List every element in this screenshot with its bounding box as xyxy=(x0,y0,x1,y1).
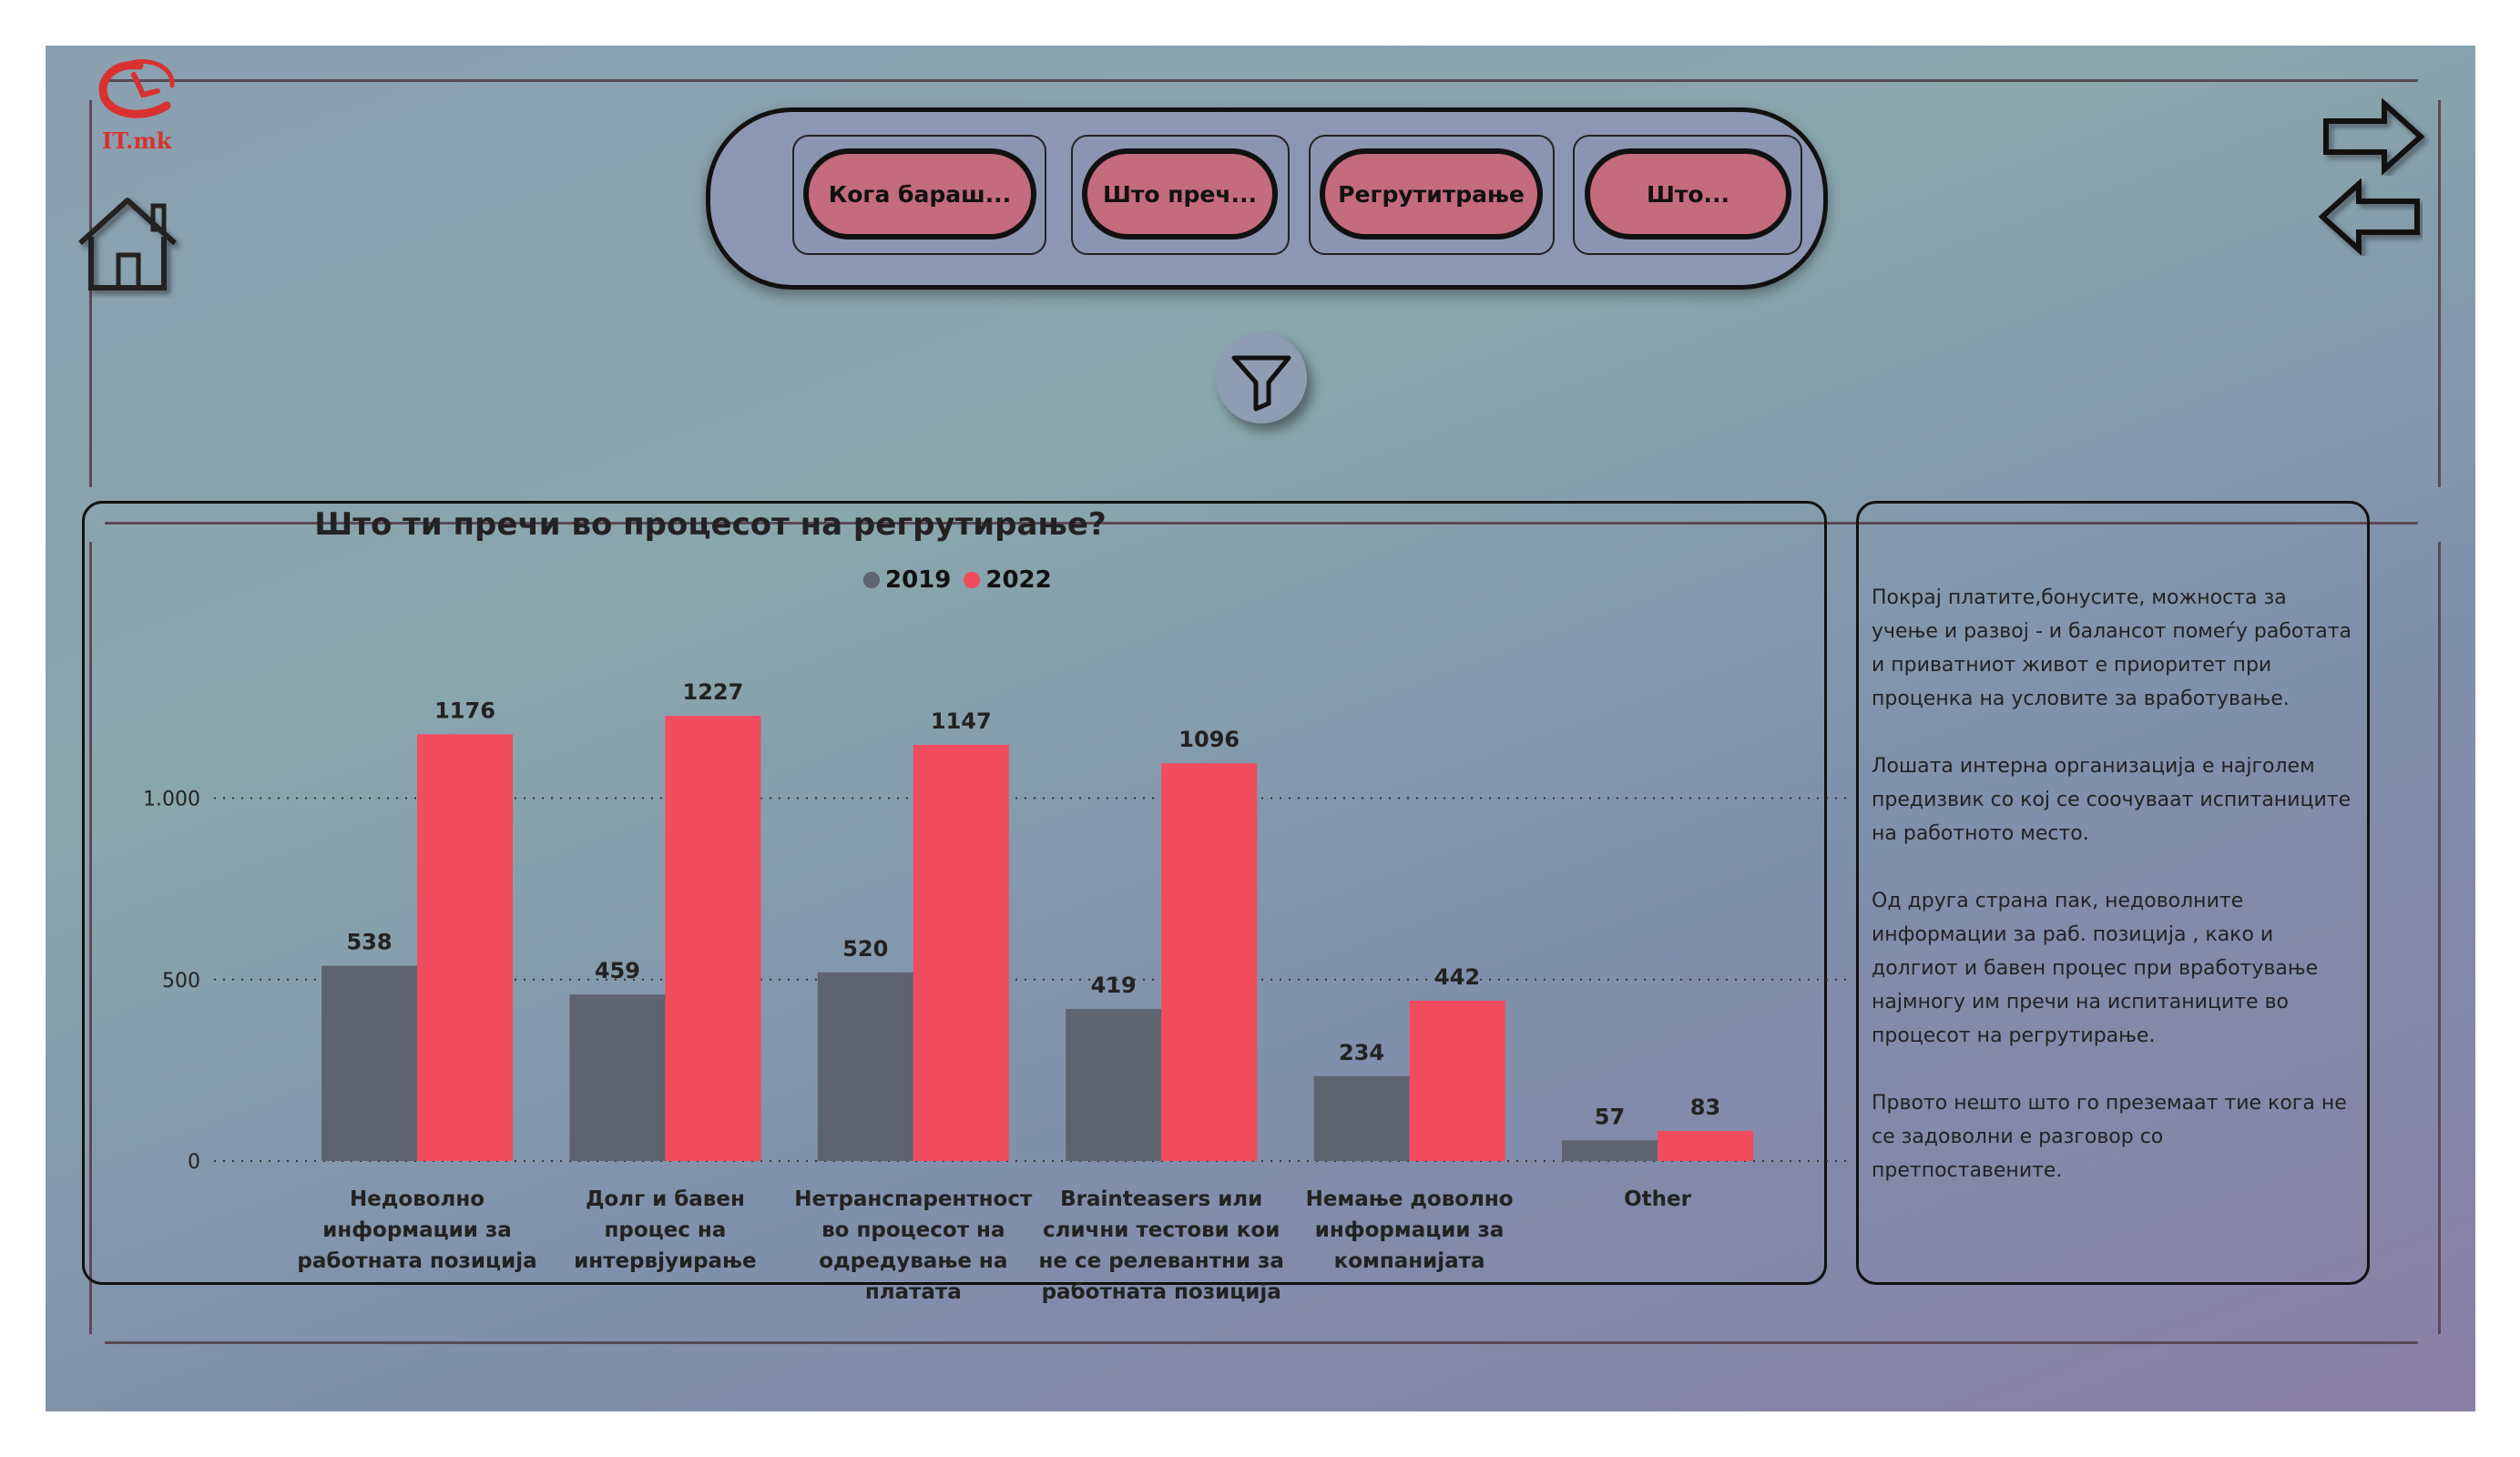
legend-label-2022: 2022 xyxy=(985,566,1052,594)
chart-card xyxy=(82,501,1827,1285)
frame-bottom-line xyxy=(105,1341,2418,1344)
chart-title: Што ти пречи во процесот на регрутирање? xyxy=(314,506,1107,543)
frame-left-line-bottom xyxy=(89,542,92,1334)
arrow-left-icon xyxy=(2318,178,2420,256)
frame-right-line-bottom xyxy=(2438,542,2441,1334)
legend-swatch-2019 xyxy=(863,572,880,588)
home-button[interactable] xyxy=(71,193,180,293)
insight-paragraph: Првото нешто што го преземаат тие кога н… xyxy=(1872,1092,2347,1182)
brand-logo[interactable] xyxy=(87,55,187,155)
nav-button-shto[interactable]: Што... xyxy=(1585,148,1791,239)
chart-legend: 2019 2022 xyxy=(863,566,1052,594)
insight-paragraph: Од друга страна пак, недоволните информа… xyxy=(1872,890,2319,1047)
nav-button-regrutiranje[interactable]: Регрутитрање xyxy=(1320,148,1543,239)
previous-page-button[interactable] xyxy=(2313,178,2423,260)
legend-item-2022[interactable]: 2022 xyxy=(964,566,1052,594)
legend-label-2019: 2019 xyxy=(885,566,952,594)
logo-mark-icon xyxy=(98,59,175,118)
frame-top-line xyxy=(105,79,2418,82)
legend-item-2019[interactable]: 2019 xyxy=(863,566,951,594)
next-page-button[interactable] xyxy=(2321,97,2430,179)
arrow-right-icon xyxy=(2323,97,2425,176)
insight-paragraph: Покрај платите,бонусите, можноста за уче… xyxy=(1872,586,2352,710)
insights-text: Покрај платите,бонусите, можноста за уче… xyxy=(1872,581,2359,1221)
filter-button[interactable] xyxy=(1216,332,1307,423)
insight-paragraph: Лошата интерна организација е најголем п… xyxy=(1872,755,2352,845)
filter-icon xyxy=(1231,355,1291,412)
frame-left-line-top xyxy=(89,100,92,487)
frame-right-line-top xyxy=(2438,100,2441,487)
nav-button-shto-prechi[interactable]: Што преч... xyxy=(1082,148,1278,239)
frame-mid-line xyxy=(105,522,2418,525)
logo-text: IT.mk xyxy=(102,127,172,154)
home-icon xyxy=(77,198,178,290)
insights-card xyxy=(1856,501,2370,1285)
nav-button-koga-barash[interactable]: Кога бараш... xyxy=(803,148,1036,239)
legend-swatch-2022 xyxy=(964,572,981,588)
